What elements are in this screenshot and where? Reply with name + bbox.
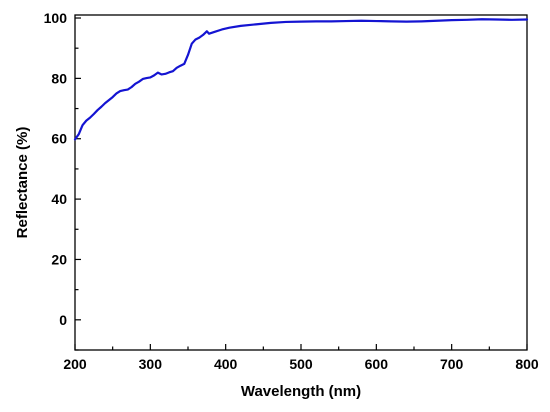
y-tick-label: 80 (51, 70, 67, 86)
y-axis-title: Reflectance (%) (14, 127, 31, 239)
plot-frame (74, 14, 528, 351)
x-tick-label: 700 (440, 356, 464, 372)
x-tick-label: 400 (214, 356, 238, 372)
y-tick-label: 40 (51, 191, 67, 207)
x-tick-label: 200 (63, 356, 87, 372)
ticks-layer: 200 300 400 500 600 700 800 0 20 40 60 80 100 (44, 10, 539, 372)
axes-layer (74, 14, 528, 351)
y-tick-label: 0 (59, 312, 67, 328)
y-tick-label: 100 (44, 10, 68, 26)
reflectance-series-line (73, 18, 529, 141)
x-tick-label: 800 (515, 356, 539, 372)
x-tick-label: 500 (289, 356, 313, 372)
x-tick-label: 600 (365, 356, 389, 372)
y-tick-label: 20 (51, 251, 67, 267)
series-layer (73, 18, 529, 141)
y-tick-label: 60 (51, 131, 67, 147)
x-tick-label: 300 (139, 356, 163, 372)
x-axis-title: Wavelength (nm) (241, 383, 361, 400)
